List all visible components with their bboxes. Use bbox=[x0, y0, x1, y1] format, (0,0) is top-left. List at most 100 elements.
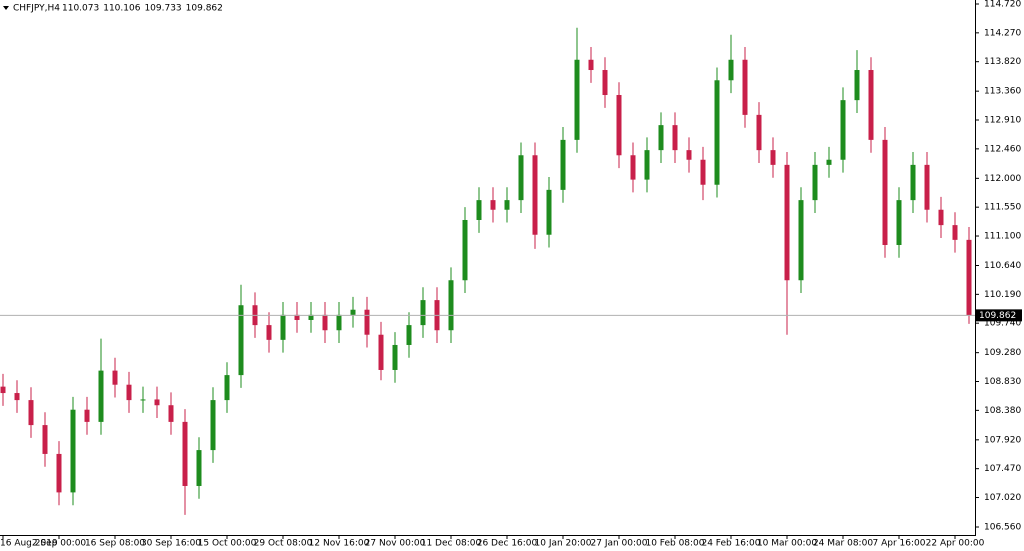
candle-body bbox=[602, 70, 608, 96]
x-tick-label: 27 Nov 00:00 bbox=[365, 539, 426, 549]
candle-body bbox=[322, 314, 328, 331]
candle-body bbox=[350, 309, 356, 315]
candle-body bbox=[14, 393, 20, 401]
x-tick-label: 27 Jan 00:00 bbox=[591, 539, 648, 549]
candle-body bbox=[98, 370, 104, 422]
candle-body bbox=[140, 399, 146, 401]
candle-body bbox=[588, 59, 594, 71]
candle-body bbox=[658, 125, 664, 151]
candle-body bbox=[126, 384, 132, 401]
y-tick-label: 111.550 bbox=[984, 203, 1021, 213]
candle-body bbox=[952, 225, 958, 240]
candle-body bbox=[490, 200, 496, 210]
x-tick-label: 15 Oct 00:00 bbox=[198, 539, 257, 549]
candle-body bbox=[644, 150, 650, 180]
y-tick-label: 109.280 bbox=[984, 348, 1021, 358]
candle-body bbox=[560, 139, 566, 190]
y-tick-label: 113.820 bbox=[984, 57, 1021, 67]
candle-body bbox=[280, 314, 286, 340]
candle-body bbox=[224, 375, 230, 401]
candle-body bbox=[532, 155, 538, 235]
candle-body bbox=[308, 314, 314, 320]
candle-body bbox=[812, 164, 818, 201]
y-tick-label: 113.360 bbox=[984, 87, 1021, 97]
y-tick-label: 106.560 bbox=[984, 523, 1021, 533]
candle-body bbox=[336, 314, 342, 331]
candle-body bbox=[854, 70, 860, 101]
candle-body bbox=[770, 150, 776, 165]
x-tick-label: 11 Dec 08:00 bbox=[421, 539, 482, 549]
candle-body bbox=[518, 155, 524, 201]
price-label: 109.862 bbox=[979, 311, 1016, 321]
x-tick-label: 22 Apr 00:00 bbox=[926, 539, 985, 549]
candle-body bbox=[0, 386, 6, 394]
candle-body bbox=[196, 450, 202, 486]
candle-body bbox=[938, 209, 944, 226]
y-tick-label: 108.380 bbox=[984, 406, 1021, 416]
candle-body bbox=[238, 305, 244, 376]
x-tick-label: 2 Sep 00:00 bbox=[32, 539, 87, 549]
candle-body bbox=[70, 409, 76, 493]
y-tick-label: 114.720 bbox=[984, 0, 1021, 10]
candle-body bbox=[798, 200, 804, 281]
x-tick-label: 10 Jan 20:00 bbox=[535, 539, 592, 549]
candle-body bbox=[784, 164, 790, 281]
candle-body bbox=[868, 70, 874, 140]
candle-body bbox=[84, 409, 90, 422]
symbol-title: CHFJPY,H4 bbox=[13, 4, 60, 14]
candle-body bbox=[28, 400, 34, 426]
y-tick-label: 111.100 bbox=[984, 232, 1021, 242]
candle-body bbox=[882, 139, 888, 245]
candle-body bbox=[266, 325, 272, 340]
candle-body bbox=[378, 334, 384, 370]
candle-body bbox=[756, 114, 762, 151]
candle-body bbox=[406, 325, 412, 345]
candle-body bbox=[182, 421, 188, 486]
candle-body bbox=[714, 80, 720, 185]
collapse-icon[interactable] bbox=[3, 6, 9, 10]
candle-body bbox=[392, 344, 398, 370]
candle-body bbox=[630, 155, 636, 180]
x-tick-label: 10 Mar 00:00 bbox=[757, 539, 817, 549]
candle-body bbox=[462, 219, 468, 281]
y-tick-label: 108.830 bbox=[984, 377, 1021, 387]
candle-body bbox=[56, 453, 62, 493]
x-tick-label: 29 Oct 08:00 bbox=[254, 539, 313, 549]
candle-body bbox=[476, 200, 482, 220]
x-tick-label: 10 Feb 08:00 bbox=[645, 539, 704, 549]
candle-body bbox=[840, 100, 846, 160]
y-tick-label: 114.270 bbox=[984, 28, 1021, 38]
price-label-box bbox=[976, 309, 1022, 322]
header-value: 109.733 bbox=[144, 4, 181, 14]
candle-body bbox=[910, 164, 916, 201]
candle-body bbox=[700, 159, 706, 185]
header-value: 109.862 bbox=[186, 4, 223, 14]
candle-body bbox=[728, 59, 734, 81]
candle-body bbox=[826, 159, 832, 165]
x-tick-label: 24 Mar 08:00 bbox=[813, 539, 873, 549]
candle-body bbox=[448, 280, 454, 331]
candle-body bbox=[616, 95, 622, 156]
candle-body bbox=[168, 405, 174, 422]
x-tick-label: 30 Sep 16:00 bbox=[141, 539, 201, 549]
x-tick-label: 26 Dec 16:00 bbox=[477, 539, 538, 549]
y-tick-label: 110.190 bbox=[984, 290, 1021, 300]
candle-body bbox=[546, 189, 552, 235]
candle-body bbox=[112, 370, 118, 385]
y-tick-label: 107.470 bbox=[984, 464, 1021, 474]
x-tick-label: 24 Feb 16:00 bbox=[701, 539, 760, 549]
candle-body bbox=[364, 309, 370, 335]
candle-body bbox=[896, 200, 902, 245]
x-tick-label: 12 Nov 16:00 bbox=[309, 539, 370, 549]
y-tick-label: 107.920 bbox=[984, 435, 1021, 445]
header-value: 110.106 bbox=[103, 4, 140, 14]
candle-body bbox=[672, 125, 678, 151]
x-tick-label: 16 Sep 08:00 bbox=[85, 539, 145, 549]
y-tick-label: 109.740 bbox=[984, 319, 1021, 329]
candle-body bbox=[742, 59, 748, 115]
y-tick-label: 107.020 bbox=[984, 493, 1021, 503]
y-tick-label: 110.640 bbox=[984, 261, 1021, 271]
